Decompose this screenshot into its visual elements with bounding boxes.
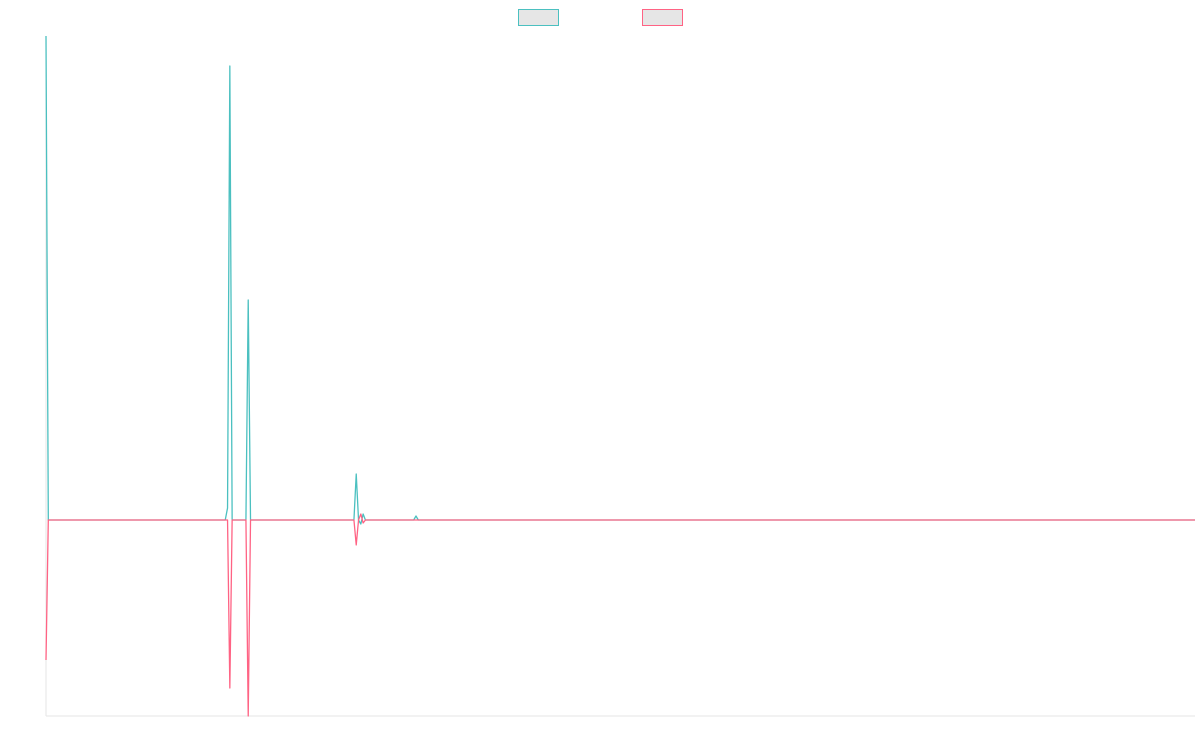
legend-swatch — [518, 9, 559, 26]
series-line — [45, 513, 1195, 717]
legend-swatch — [642, 9, 683, 26]
series-line — [45, 35, 1195, 525]
